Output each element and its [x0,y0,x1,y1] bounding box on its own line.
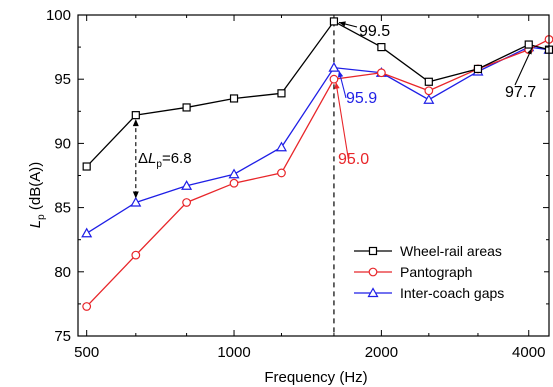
data-point-pantograph [131,250,141,260]
arrow-peak-panto-shaft [335,82,350,164]
data-point-inter-coach [423,94,435,104]
delta-arrow-head-bottom [132,191,139,199]
data-point-wheel-rail [377,42,386,52]
annotation-peak-panto: 95.0 [338,151,369,168]
data-point-pantograph [229,178,239,188]
axes [77,14,550,337]
x-axis-label: Frequency (Hz) [264,369,367,386]
arrow-peak-wheel-head [338,21,346,27]
legend-label: Pantograph [400,264,472,280]
y-tick-label: 95 [54,71,71,88]
data-point-wheel-rail [473,64,483,74]
data-point-pantograph [82,302,92,311]
data-point-pantograph [277,168,286,178]
series-wheel-rail [82,17,553,171]
arrow-peak-panto-head [334,82,340,89]
series-inter-coach [81,41,553,238]
y-axis-label-main: L [27,220,44,228]
annotation-delta-label: ΔLp=6.8 [138,150,192,170]
data-point-inter-coach [181,180,193,190]
y-tick-label: 75 [54,328,71,345]
y-tick-label: 85 [54,200,71,217]
x-tick-label: 500 [74,344,99,361]
data-point-pantograph [424,86,434,96]
data-point-pantograph [182,198,191,207]
arrow-wheel-4000-head [527,48,532,55]
x-tick-label: 1000 [217,344,250,361]
annotation-wheel-4000: 97.7 [505,84,536,101]
arrow-wheel-4000 [514,48,533,86]
legend: Wheel-rail areas Pantograph Inter-coach ga… [346,236,544,308]
y-tick-label: 80 [54,264,71,281]
y-axis-label-sub: p [36,214,47,220]
legend-label: Wheel-rail areas [400,243,502,259]
legend-item-wheel-rail: Wheel-rail areas [354,243,502,259]
data-point-inter-coach [328,61,340,72]
data-point-inter-coach [228,168,240,179]
legend-item-inter-coach: Inter-coach gaps [354,285,504,301]
x-tick-label: 4000 [512,344,545,361]
tick-labels: 500 1000 2000 4000 75 80 85 90 95 100 [46,7,545,361]
annotation-delta-value: =6.8 [162,150,192,167]
annotation-delta-l: L [148,150,156,167]
annotations: 99.5 95.9 95.0 97.7 ΔLp=6.8 [138,23,536,170]
arrow-wheel-4000-shaft [514,48,533,86]
arrow-peak-inter-head [337,70,344,78]
legend-label: Inter-coach gaps [400,285,504,301]
annotation-delta-symbol: Δ [138,150,148,167]
data-point-wheel-rail [524,40,533,49]
series-layer [81,17,553,311]
legend-swatch-marker [367,287,379,298]
legend-item-pantograph: Pantograph [354,264,472,280]
arrow-peak-inter [337,70,347,99]
legend-swatch-marker [368,267,378,277]
data-point-pantograph [329,74,339,84]
y-axis-label-rest: (dB(A)) [27,162,44,215]
data-point-wheel-rail [131,111,140,120]
series-line-wheel-rail [86,20,550,167]
y-tick-label: 100 [46,7,71,24]
legend-swatch-marker [368,246,378,256]
data-point-inter-coach [130,196,142,207]
data-point-wheel-rail [182,103,191,112]
data-point-wheel-rail [424,77,433,86]
data-point-inter-coach [81,227,93,238]
data-point-wheel-rail [277,89,286,98]
annotation-delta-sub: p [156,159,162,170]
y-tick-label: 90 [54,135,71,152]
data-point-wheel-rail [229,94,239,103]
annotation-peak-wheel: 99.5 [359,23,390,40]
data-point-pantograph [376,68,386,78]
x-tick-label: 2000 [365,344,398,361]
data-point-wheel-rail [82,162,91,171]
data-point-wheel-rail [329,17,339,26]
arrow-peak-wheel [338,21,358,28]
annotation-arrows [132,21,533,199]
delta-arrow-head-top [132,119,139,127]
y-axis-label: Lp (dB(A)) [27,162,47,228]
data-point-inter-coach [275,141,287,152]
annotation-peak-inter: 95.9 [346,90,377,107]
arrow-peak-panto [334,82,350,164]
